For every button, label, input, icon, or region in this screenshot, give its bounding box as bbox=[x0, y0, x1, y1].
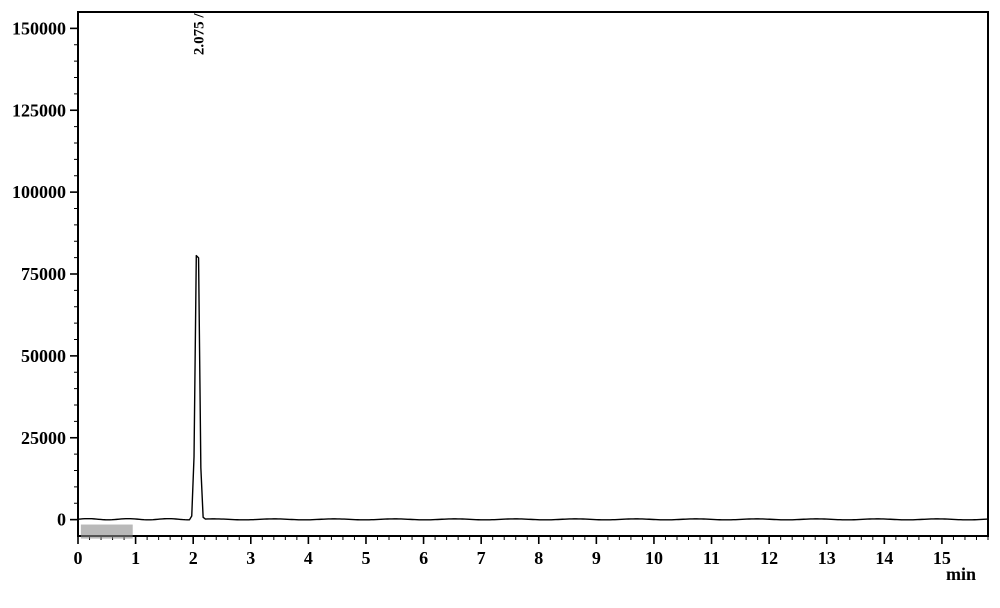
x-tick-label: 14 bbox=[875, 548, 893, 568]
x-axis-unit: min bbox=[946, 564, 976, 584]
x-tick-label: 5 bbox=[361, 548, 370, 568]
chromatogram-svg: 0250005000075000100000125000150000012345… bbox=[0, 0, 1000, 608]
x-tick-label: 7 bbox=[477, 548, 486, 568]
x-tick-label: 9 bbox=[592, 548, 601, 568]
x-tick-label: 3 bbox=[246, 548, 255, 568]
peak-label: 2.075 / bbox=[192, 13, 208, 56]
x-tick-label: 12 bbox=[760, 548, 778, 568]
y-tick-label: 125000 bbox=[12, 100, 66, 120]
chromatogram-panel: 0250005000075000100000125000150000012345… bbox=[0, 0, 1000, 608]
x-tick-label: 13 bbox=[818, 548, 836, 568]
x-tick-label: 11 bbox=[703, 548, 720, 568]
y-tick-label: 150000 bbox=[12, 18, 66, 38]
x-tick-label: 2 bbox=[189, 548, 198, 568]
x-tick-label: 8 bbox=[534, 548, 543, 568]
x-tick-label: 1 bbox=[131, 548, 140, 568]
x-tick-label: 10 bbox=[645, 548, 663, 568]
y-tick-label: 0 bbox=[57, 510, 66, 530]
y-tick-label: 50000 bbox=[21, 346, 66, 366]
x-tick-label: 0 bbox=[74, 548, 83, 568]
x-tick-label: 6 bbox=[419, 548, 428, 568]
y-tick-label: 25000 bbox=[21, 428, 66, 448]
y-tick-label: 75000 bbox=[21, 264, 66, 284]
x-tick-label: 4 bbox=[304, 548, 313, 568]
y-tick-label: 100000 bbox=[12, 182, 66, 202]
